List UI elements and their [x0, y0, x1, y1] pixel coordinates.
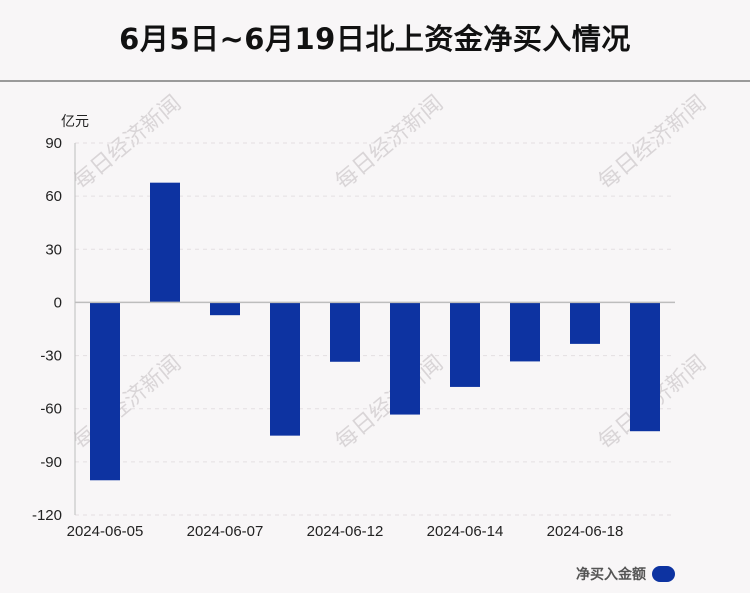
y-tick-label: 30	[45, 241, 62, 258]
bar	[390, 302, 420, 415]
bar	[270, 302, 300, 436]
bar	[330, 302, 360, 362]
title-divider	[0, 80, 750, 82]
y-tick-label: 0	[54, 294, 62, 311]
x-tick-label: 2024-06-14	[427, 523, 504, 540]
x-tick-label: 2024-06-18	[547, 523, 624, 540]
x-tick-label: 2024-06-12	[307, 523, 384, 540]
bar	[630, 302, 660, 432]
x-tick-label: 2024-06-07	[187, 523, 264, 540]
y-tick-label: -90	[40, 454, 62, 471]
bar	[210, 302, 240, 316]
bar	[90, 302, 120, 481]
y-tick-label: -120	[32, 507, 62, 524]
bar	[510, 302, 540, 362]
legend-swatch	[652, 566, 675, 582]
y-tick-label: -60	[40, 401, 62, 418]
y-tick-label: -30	[40, 348, 62, 365]
bar	[570, 302, 600, 344]
chart-title: 6月5日~6月19日北上资金净买入情况	[119, 22, 631, 56]
y-axis-unit-label: 亿元	[61, 114, 89, 130]
bar	[150, 182, 180, 303]
y-tick-label: 90	[45, 135, 62, 152]
legend-label: 净买入金额	[576, 567, 646, 583]
x-tick-label: 2024-06-05	[67, 523, 144, 540]
bar	[450, 302, 480, 387]
legend: 净买入金额	[576, 564, 675, 584]
y-tick-label: 60	[45, 188, 62, 205]
